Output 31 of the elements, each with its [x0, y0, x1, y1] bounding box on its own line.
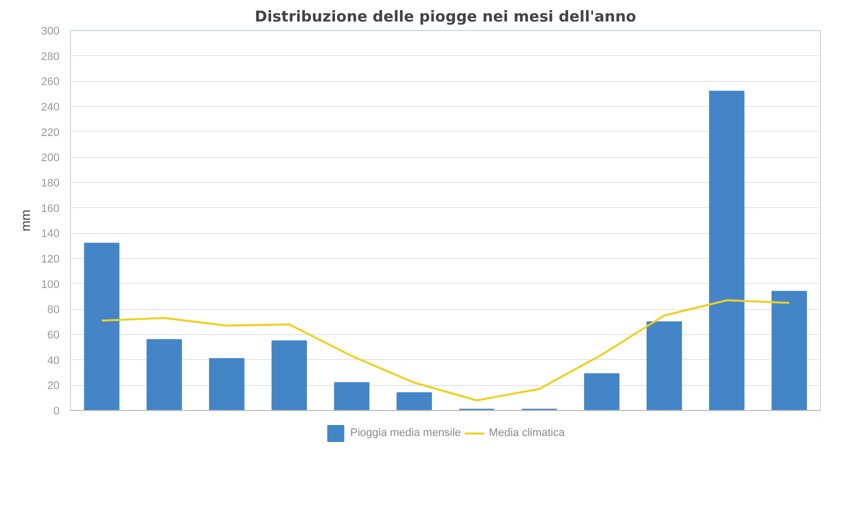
y-tick-label: 80	[47, 304, 60, 316]
bar	[209, 358, 244, 410]
bar	[396, 392, 432, 410]
y-tick-label: 200	[41, 152, 60, 164]
y-tick-label: 240	[41, 102, 60, 114]
y-tick-label: 60	[47, 330, 60, 342]
line-series	[100, 299, 790, 402]
bar	[272, 340, 307, 410]
bar	[584, 373, 620, 410]
y-tick-label: 100	[41, 278, 60, 291]
bar	[646, 321, 682, 410]
y-tick-label: 180	[41, 178, 60, 190]
legend-label: Media climatica	[488, 427, 565, 439]
y-tick-label: 20	[47, 380, 60, 392]
y-tick-label: 0	[53, 406, 60, 418]
bar	[709, 90, 744, 410]
legend-label: Pioggia media mensile	[350, 427, 461, 439]
bar	[84, 242, 120, 410]
bar	[772, 290, 807, 410]
y-tick-label: 220	[41, 126, 60, 139]
bar	[334, 382, 370, 410]
y-tick-label: 260	[41, 76, 60, 88]
y-tick-label: 300	[41, 26, 60, 38]
y-tick-label: 40	[47, 354, 60, 367]
bar	[146, 339, 182, 410]
chart-title: Distribuzione delle piogge nei mesi dell'anno	[254, 8, 636, 26]
y-tick-label: 140	[41, 228, 60, 240]
y-tick-label: 120	[41, 254, 60, 266]
y-tick-label: 280	[41, 50, 60, 63]
y-tick-label: 160	[41, 202, 60, 215]
y-axis-title: mm	[18, 210, 34, 232]
